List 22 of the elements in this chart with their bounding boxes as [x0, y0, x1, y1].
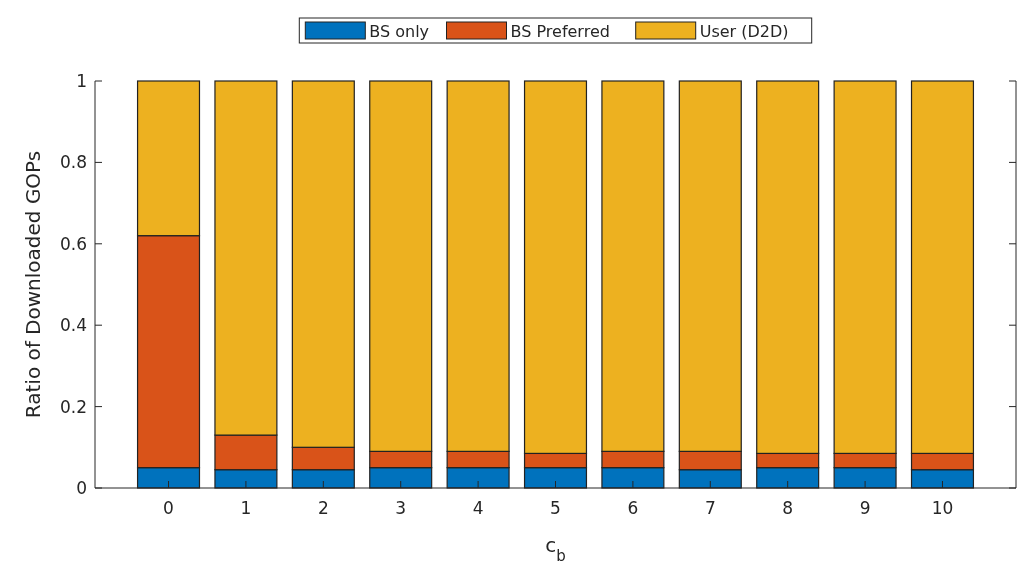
x-tick-label: 1	[240, 498, 252, 518]
y-tick-label: 0.4	[59, 315, 87, 336]
x-tick-label: 2	[317, 498, 329, 518]
legend-label: BS only	[369, 21, 430, 41]
x-tick-label: 10	[931, 498, 954, 518]
x-tick-label: 5	[550, 498, 561, 518]
x-tick-label: 7	[704, 498, 716, 518]
x-tick-label: 4	[472, 498, 484, 518]
x-tick-label: 9	[859, 498, 871, 518]
x-tick-label: 8	[782, 498, 794, 518]
x-tick-label: 0	[163, 498, 174, 518]
y-tick-label: 0.8	[59, 152, 87, 173]
y-axis-title: Ratio of Downloaded GOPs	[21, 150, 45, 419]
x-axis-title: c$_{b}$	[545, 533, 566, 565]
y-tick-label: 0	[76, 477, 87, 498]
y-tick-label: 0.6	[59, 233, 87, 254]
x-tick-label: 3	[395, 498, 407, 518]
y-tick-label: 1	[76, 70, 87, 91]
legend-label: User (D2D)	[699, 21, 789, 41]
legend-label: BS Preferred	[510, 21, 610, 41]
y-tick-label: 0.2	[59, 396, 87, 417]
x-tick-label: 6	[627, 498, 639, 518]
